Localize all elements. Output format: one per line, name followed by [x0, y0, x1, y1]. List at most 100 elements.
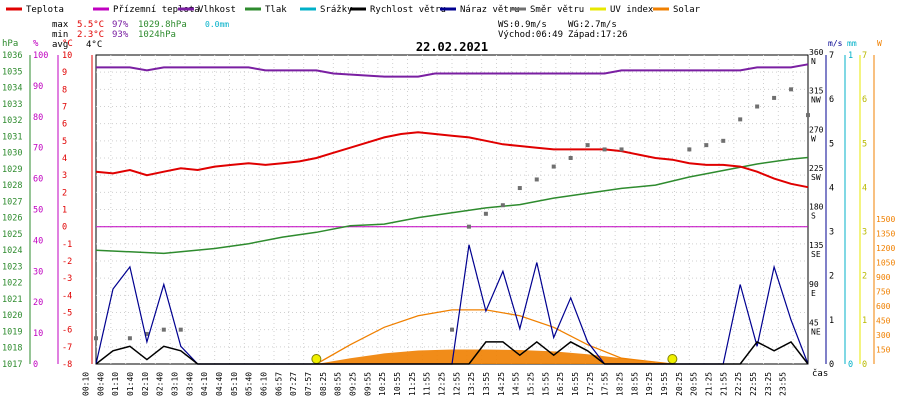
x-tick-12: 06:10 — [259, 372, 268, 396]
direction-tick-deg-5: 135 — [809, 241, 824, 250]
x-tick-13: 06:57 — [274, 372, 283, 396]
pressure-tick-0: 1036 — [2, 51, 22, 61]
x-tick-1: 00:40 — [96, 372, 105, 396]
stat-sunrise: Východ:06:49 — [498, 30, 563, 40]
wind-dir-point-2 — [144, 331, 149, 336]
solar-axis-unit: W — [877, 39, 882, 48]
x-tick-22: 11:25 — [408, 372, 417, 396]
x-axis: 00:10 00:40 01:10 01:40 02:10 02:40 03:10 03:40… — [81, 368, 828, 396]
pressure-tick-9: 1027 — [2, 197, 22, 207]
uv-tick-1: 6 — [862, 95, 867, 105]
x-tick-14: 07:27 — [289, 372, 298, 396]
wind-dir-point-18 — [721, 138, 726, 143]
direction-tick-name-2: W — [811, 134, 816, 143]
temperature-tick-15: -5 — [62, 309, 72, 319]
legend-label-4: Srážky — [320, 5, 353, 15]
temperature-tick-16: -6 — [62, 326, 72, 336]
x-tick-46: 23:25 — [764, 372, 773, 396]
legend-label-7: Směr větru — [530, 5, 584, 15]
solar-tick-9: 150 — [876, 346, 891, 355]
stat-max-rain: 0.0mm — [205, 20, 229, 29]
temperature-line — [95, 131, 809, 189]
direction-tick-name-0: N — [811, 57, 816, 66]
wind-dir-point-3 — [161, 327, 166, 332]
pressure-tick-17: 1019 — [2, 327, 22, 337]
temperature-tick-18: -8 — [62, 360, 72, 370]
pressure-tick-12: 1024 — [2, 246, 22, 256]
legend-label-1: Přízemní teplota — [113, 5, 200, 15]
temperature-tick-7: 3 — [62, 171, 67, 181]
x-tick-25: 12:55 — [452, 372, 461, 396]
x-tick-7: 03:40 — [185, 372, 194, 396]
x-tick-8: 04:10 — [200, 372, 209, 396]
temperature-tick-0: 10 — [62, 51, 72, 61]
wind-dir-point-14 — [602, 147, 607, 152]
wind-gust-line — [95, 244, 809, 365]
x-tick-23: 11:55 — [423, 372, 432, 396]
direction-tick-deg-3: 225 — [809, 164, 824, 173]
temperature-tick-11: -1 — [62, 240, 72, 250]
pressure-tick-15: 1021 — [2, 295, 22, 305]
pressure-tick-16: 1020 — [2, 311, 22, 321]
temperature-tick-9: 1 — [62, 206, 67, 216]
humidity-tick-5: 50 — [33, 206, 43, 216]
wind-tick-3: 4 — [829, 183, 834, 193]
x-tick-47: 23:55 — [779, 372, 788, 396]
x-tick-37: 18:55 — [630, 372, 639, 396]
stats-block: max 5.5°C 97% 1029.8hPa 0.0mm min 2.3°C … — [52, 20, 628, 50]
pressure-line — [95, 156, 809, 255]
humidity-tick-2: 80 — [33, 113, 43, 123]
pressure-tick-7: 1029 — [2, 165, 22, 175]
pressure-tick-11: 1025 — [2, 230, 22, 240]
x-tick-18: 09:25 — [348, 372, 357, 396]
wind-dir-point-5 — [450, 327, 454, 332]
wind-dir-point-21 — [772, 95, 777, 100]
solar-tick-4: 900 — [876, 273, 891, 282]
wind-tick-6: 1 — [829, 316, 834, 326]
sunrise-marker — [311, 354, 322, 364]
x-tick-38: 19:25 — [645, 372, 654, 396]
direction-tick-name-5: SE — [811, 250, 821, 259]
plot-area — [94, 63, 810, 365]
stat-max-humidity: 97% — [112, 20, 129, 30]
x-tick-28: 14:25 — [497, 372, 506, 396]
legend-label-9: Solar — [673, 5, 701, 15]
x-tick-35: 17:55 — [601, 372, 610, 396]
direction-tick-name-6: E — [811, 289, 816, 298]
rain-tick-0: 1 — [848, 51, 853, 61]
stat-sunset: Západ:17:26 — [568, 30, 628, 40]
x-tick-40: 20:25 — [675, 372, 684, 396]
uv-tick-7: 0 — [862, 360, 867, 370]
x-tick-11: 05:40 — [245, 372, 254, 396]
wind-dir-point-13 — [585, 143, 590, 148]
direction-tick-name-4: S — [811, 212, 816, 221]
wind-dir-point-23 — [806, 113, 810, 118]
wind-dir-point-16 — [687, 147, 692, 152]
humidity-tick-1: 90 — [33, 82, 43, 92]
x-tick-19: 09:55 — [363, 372, 372, 396]
legend-label-6: Náraz větru — [460, 5, 520, 15]
x-tick-20: 10:25 — [378, 372, 387, 396]
direction-tick-name-3: SW — [811, 173, 821, 182]
humidity-axis-unit: % — [33, 39, 39, 49]
humidity-tick-10: 0 — [33, 360, 38, 370]
stat-max-temp: 5.5°C — [77, 20, 104, 30]
wind-tick-2: 5 — [829, 139, 834, 149]
pressure-tick-18: 1018 — [2, 344, 22, 354]
wind-tick-0: 7 — [829, 51, 834, 61]
legend-label-8: UV index — [610, 5, 654, 15]
rain-tick-1: 0 — [848, 360, 853, 370]
sunset-marker — [667, 354, 678, 364]
stat-avg-temp: 4°C — [86, 40, 102, 50]
temperature-tick-14: -4 — [62, 291, 72, 301]
x-tick-5: 02:40 — [156, 372, 165, 396]
solar-tick-6: 600 — [876, 302, 891, 311]
x-tick-3: 01:40 — [126, 372, 135, 396]
temperature-tick-10: 0 — [62, 223, 67, 233]
x-tick-4: 02:10 — [141, 372, 150, 396]
solar-tick-3: 1050 — [876, 259, 895, 268]
stat-max-pressure: 1029.8hPa — [138, 20, 187, 30]
